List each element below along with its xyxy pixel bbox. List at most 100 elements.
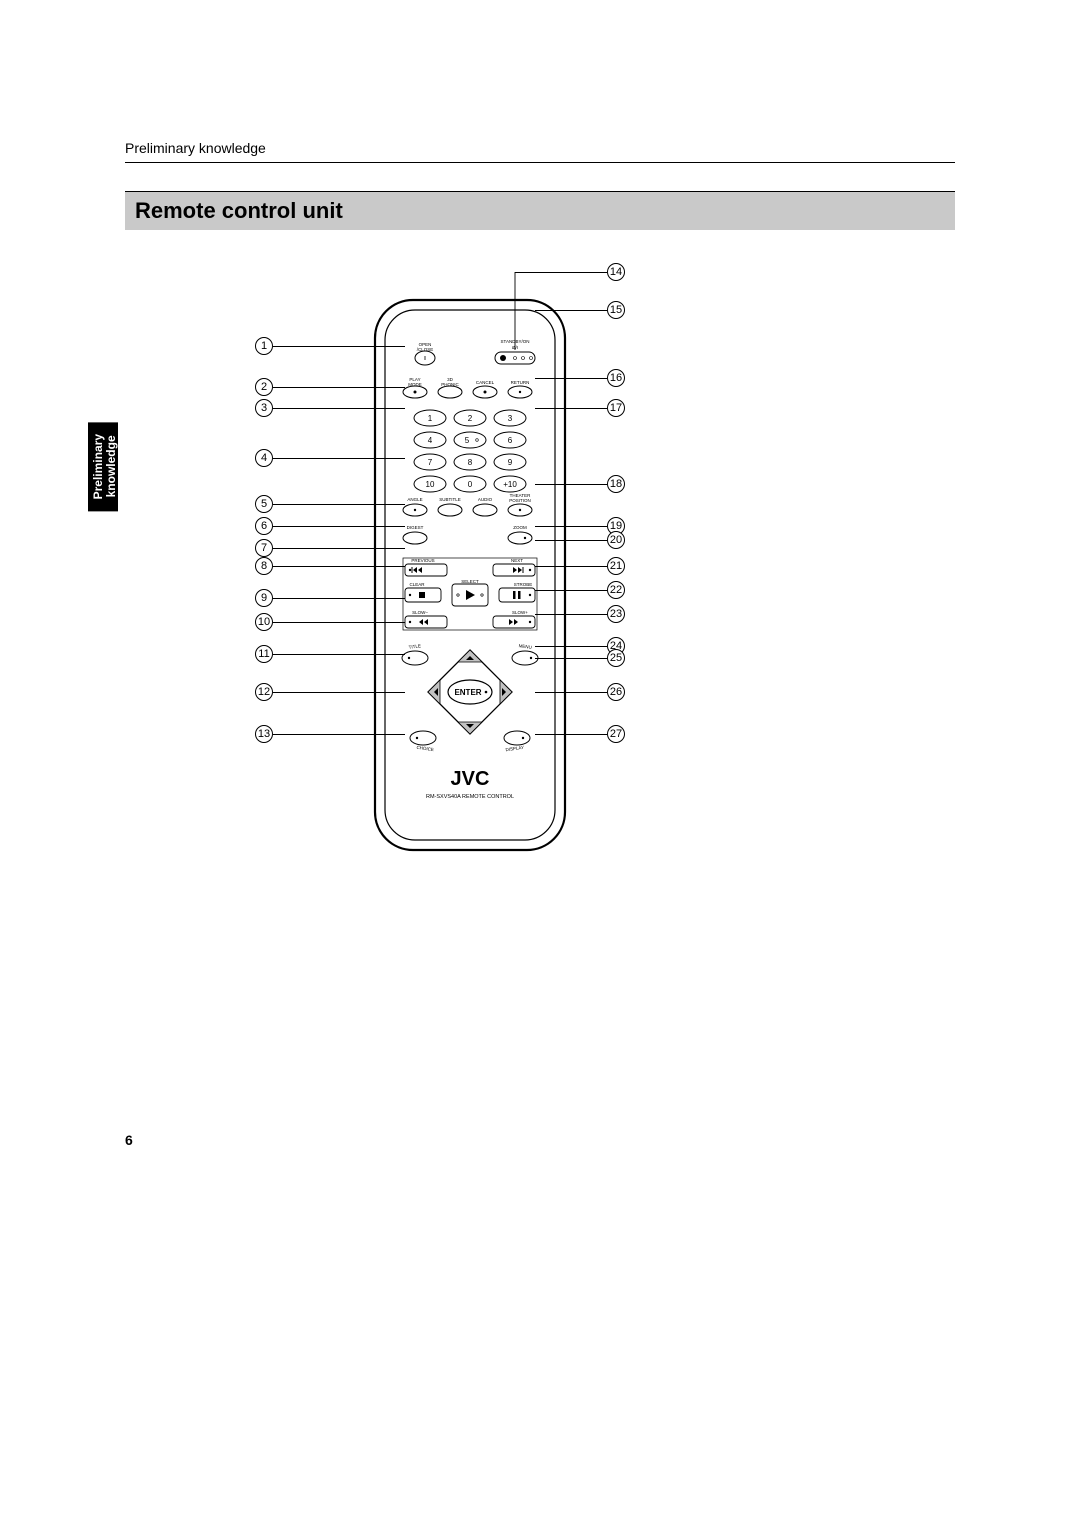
svg-text:4: 4 xyxy=(428,436,433,445)
callout-number: 11 xyxy=(255,645,273,663)
svg-text:8: 8 xyxy=(468,458,473,467)
svg-text:/CLOSE: /CLOSE xyxy=(417,347,434,352)
callout-line xyxy=(535,526,607,527)
callout-line xyxy=(273,598,405,599)
remote-illustration: OPEN /CLOSE STANDBY/ON Ø/I PLAY MODE 3D … xyxy=(365,270,575,880)
svg-text:PHONIC: PHONIC xyxy=(441,382,459,387)
side-tab-line2: knowledge xyxy=(104,436,118,498)
svg-text:9: 9 xyxy=(508,458,513,467)
callout-line xyxy=(273,526,405,527)
callout-number: 14 xyxy=(607,263,625,281)
svg-text:2: 2 xyxy=(468,414,473,423)
svg-text:5: 5 xyxy=(465,436,470,445)
callout-13: 13 xyxy=(255,725,405,743)
callout-number: 26 xyxy=(607,683,625,701)
callout-line xyxy=(273,566,405,567)
page-number: 6 xyxy=(125,1132,133,1148)
callout-27: 27 xyxy=(535,725,625,743)
side-tab: Preliminary knowledge xyxy=(88,422,118,511)
callout-number: 7 xyxy=(255,539,273,557)
callout-15: 15 xyxy=(535,301,625,319)
callout-23: 23 xyxy=(535,605,625,623)
callout-line xyxy=(535,484,607,485)
callout-18: 18 xyxy=(535,475,625,493)
callout-number: 4 xyxy=(255,449,273,467)
callout-line xyxy=(273,654,405,655)
callout-4: 4 xyxy=(255,449,405,467)
callout-number: 9 xyxy=(255,589,273,607)
callout-1: 1 xyxy=(255,337,405,355)
section-title-bar: Remote control unit xyxy=(125,191,955,230)
callout-9: 9 xyxy=(255,589,405,607)
callout-number: 5 xyxy=(255,495,273,513)
svg-text:+10: +10 xyxy=(503,480,517,489)
callout-number: 8 xyxy=(255,557,273,575)
callout-line xyxy=(535,646,607,647)
svg-text:6: 6 xyxy=(508,436,513,445)
svg-text:POSITION: POSITION xyxy=(509,498,531,503)
svg-text:SELECT: SELECT xyxy=(461,579,479,584)
callout-number: 20 xyxy=(607,531,625,549)
svg-text:10: 10 xyxy=(426,480,435,489)
callout-number: 22 xyxy=(607,581,625,599)
svg-text:RM-SXVS40A REMOTE CONTROL: RM-SXVS40A REMOTE CONTROL xyxy=(426,794,514,800)
callout-line xyxy=(535,658,607,659)
callout-line xyxy=(515,272,607,273)
callout-line xyxy=(535,614,607,615)
callout-number: 27 xyxy=(607,725,625,743)
callout-number: 15 xyxy=(607,301,625,319)
callout-number: 21 xyxy=(607,557,625,575)
brand-logo: JVC xyxy=(451,768,490,790)
header-rule: Preliminary knowledge xyxy=(125,140,955,163)
callout-number: 17 xyxy=(607,399,625,417)
callout-number: 25 xyxy=(607,649,625,667)
callout-2: 2 xyxy=(255,378,405,396)
svg-text:1: 1 xyxy=(428,414,433,423)
header-text: Preliminary knowledge xyxy=(125,140,266,156)
svg-text:NEXT: NEXT xyxy=(511,558,523,563)
callout-number: 1 xyxy=(255,337,273,355)
callout-number: 18 xyxy=(607,475,625,493)
callout-line xyxy=(273,734,405,735)
callout-8: 8 xyxy=(255,557,405,575)
callout-5: 5 xyxy=(255,495,405,513)
svg-text:CLEAR: CLEAR xyxy=(409,582,425,587)
callout-line xyxy=(273,692,405,693)
svg-text:ANGLE: ANGLE xyxy=(407,497,422,502)
callout-25: 25 xyxy=(535,649,625,667)
callout-line xyxy=(535,590,607,591)
callout-line xyxy=(535,408,607,409)
callout-line xyxy=(273,458,405,459)
remote-diagram: OPEN /CLOSE STANDBY/ON Ø/I PLAY MODE 3D … xyxy=(125,270,955,910)
callout-14: 14 xyxy=(515,263,625,281)
callout-21: 21 xyxy=(535,557,625,575)
callout-22: 22 xyxy=(535,581,625,599)
svg-text:CANCEL: CANCEL xyxy=(476,380,495,385)
manual-page: Preliminary knowledge Remote control uni… xyxy=(125,140,955,910)
callout-number: 12 xyxy=(255,683,273,701)
svg-text:STROBE: STROBE xyxy=(514,582,533,587)
callout-17: 17 xyxy=(535,399,625,417)
svg-text:MODE: MODE xyxy=(408,382,422,387)
svg-text:SUBTITLE: SUBTITLE xyxy=(439,497,461,502)
side-tab-line1: Preliminary xyxy=(91,434,105,499)
svg-text:ENTER: ENTER xyxy=(454,688,481,697)
callout-number: 6 xyxy=(255,517,273,535)
callout-3: 3 xyxy=(255,399,405,417)
callout-line xyxy=(535,310,607,311)
svg-text:PREVIOUS: PREVIOUS xyxy=(411,558,434,563)
callout-line xyxy=(273,622,405,623)
svg-text:7: 7 xyxy=(428,458,433,467)
callout-line xyxy=(273,387,405,388)
callout-number: 2 xyxy=(255,378,273,396)
callout-6: 6 xyxy=(255,517,405,535)
callout-number: 3 xyxy=(255,399,273,417)
svg-text:AUDIO: AUDIO xyxy=(478,497,493,502)
callout-line xyxy=(273,504,405,505)
callout-number: 16 xyxy=(607,369,625,387)
svg-text:RETURN: RETURN xyxy=(511,380,530,385)
callout-line xyxy=(535,378,607,379)
callout-12: 12 xyxy=(255,683,405,701)
callout-line xyxy=(535,734,607,735)
svg-text:3: 3 xyxy=(508,414,513,423)
